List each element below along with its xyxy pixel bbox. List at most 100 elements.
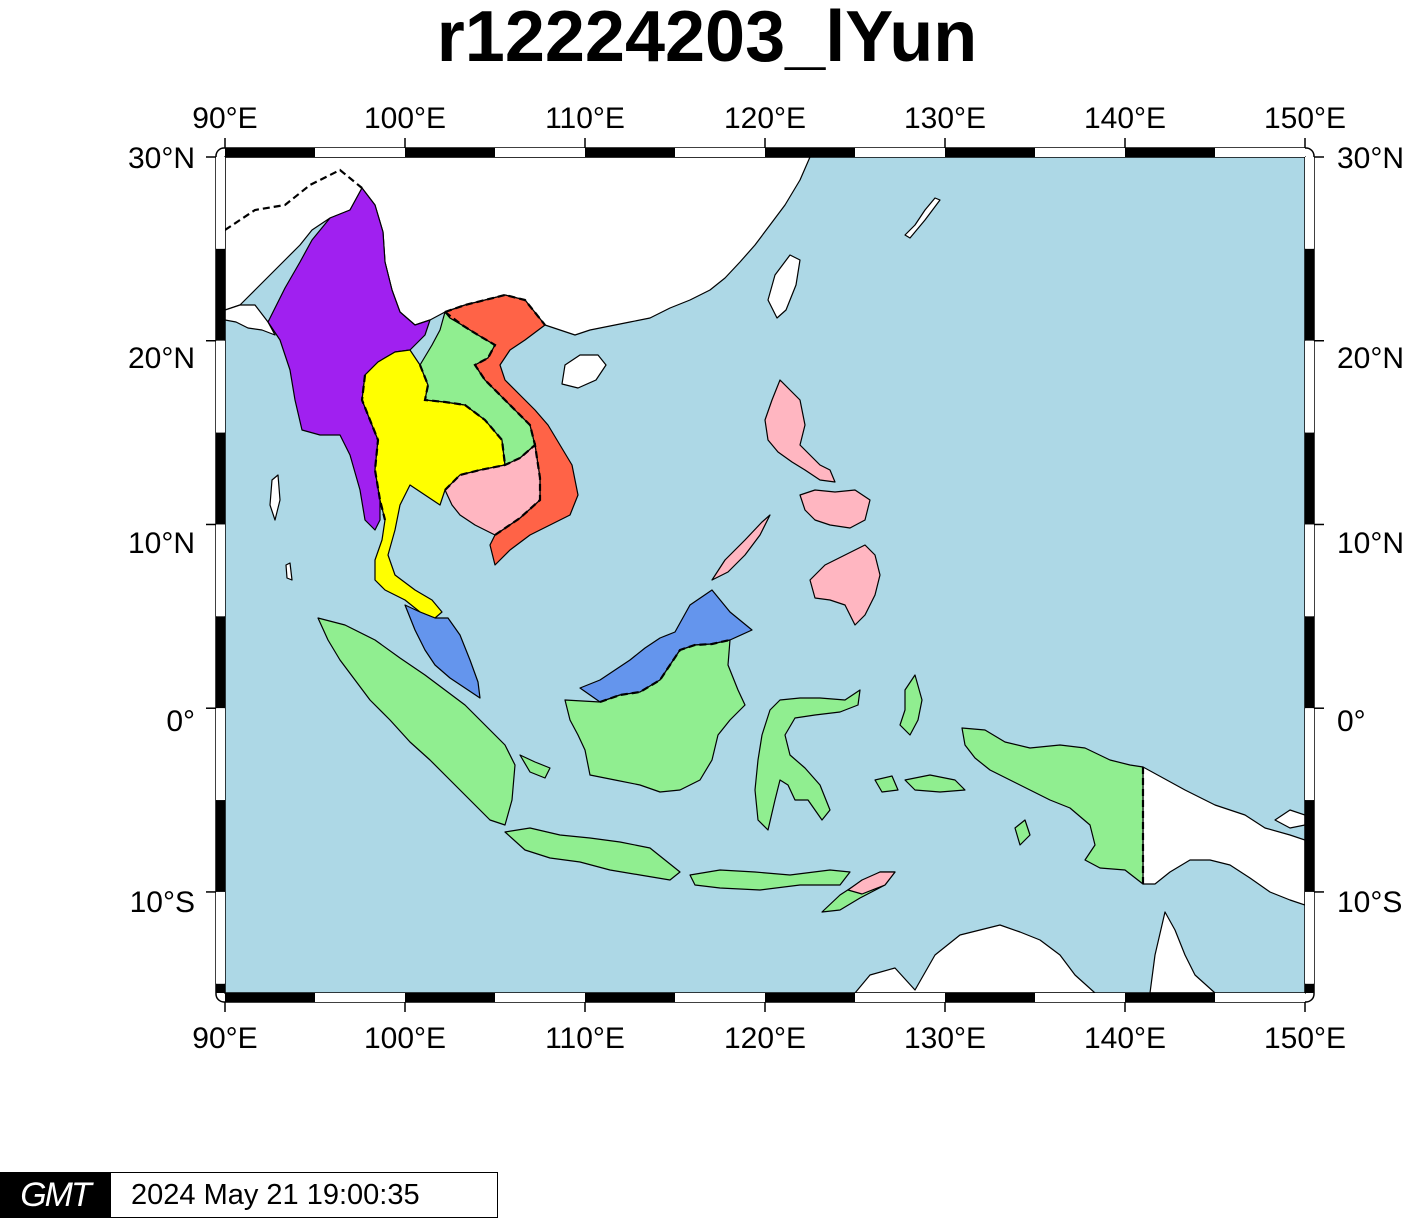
frame-bar-segment [1305,248,1314,341]
land-nicobar [285,562,293,581]
land-bismarck [1274,809,1305,829]
land-cape-york [1149,911,1216,993]
lon-label: 100°E [364,1022,446,1055]
lat-label: 10°S [1337,886,1402,919]
land-australia [854,924,1096,993]
frame-scale-bars-horizontal [225,148,1305,1002]
lon-label: 90°E [192,1022,257,1055]
lat-label: 0° [1337,705,1366,738]
land-myanmar [267,187,431,531]
lat-label: 0° [166,705,195,738]
land-andaman [269,474,281,521]
frame-bar-segment [1305,524,1314,617]
land-ryukyu [904,197,941,239]
frame-bar-segment [585,993,675,1002]
frame-bar-segment [216,248,225,341]
frame-bar-segment [216,157,225,249]
frame-bar-segment [1305,157,1314,249]
frame-bar-segment [945,148,1035,157]
frame-bar-segment [1035,993,1125,1002]
frame-bar-segment [675,993,765,1002]
frame-bar-segment [216,891,225,984]
land-buru [874,775,899,793]
frame-bar-segment [216,432,225,525]
lat-label: 30°N [1337,142,1404,175]
frame-bar-segment [765,148,855,157]
lon-label: 150°E [1264,1022,1346,1055]
lon-label: 140°E [1084,102,1166,135]
land-lesser-sunda [689,869,851,891]
land-visayas [799,489,871,529]
lat-label: 10°N [1337,527,1404,560]
map-title: r12224203_lYun [436,0,978,77]
timestamp-box: 2024 May 21 19:00:35 [110,1172,498,1218]
lat-label: 20°N [1337,342,1404,375]
frame-bar-segment [405,993,495,1002]
border-cambodia [444,442,542,536]
lat-label: 10°S [130,886,195,919]
gmt-logo: GMT [0,1172,110,1218]
lon-label: 130°E [904,102,986,135]
frame-bar-segment [585,148,675,157]
frame-bar-segment [495,148,585,157]
lat-labels-left: 30°N 20°N 10°N 0° 10°S [128,142,195,919]
lon-label: 150°E [1264,102,1346,135]
border-thailand-myanmar [360,374,387,521]
border-vietnam-laos [444,311,537,446]
land-timor-leste [847,871,896,895]
lon-label: 140°E [1084,1022,1166,1055]
frame-bar-segment [855,148,945,157]
lon-labels-top: 90°E 100°E 110°E 120°E 130°E 140°E 150°E [192,102,1346,135]
frame-bar-segment [1305,432,1314,525]
land-sumatra [317,617,516,826]
land-luzon [764,379,836,483]
frame-bar-segment [315,993,405,1002]
lat-label: 10°N [128,527,195,560]
frame-bar-segment [1035,148,1125,157]
land-malaysia-peninsula [404,604,481,699]
frame-bar-segment [1305,983,1314,993]
border-malaysia-indonesia [599,638,731,704]
frame-bar-segment [675,148,765,157]
frame-bar-segment [225,148,315,157]
lon-label: 110°E [545,1022,625,1055]
frame-bar-segment [225,993,315,1002]
land-kalimantan [564,639,746,793]
lat-label: 30°N [128,142,195,175]
land-flores-east [1014,819,1031,846]
lon-label: 110°E [545,102,625,135]
frame-bar-segment [945,993,1035,1002]
border-china-vietnam [444,293,546,326]
land-taiwan [767,254,801,319]
lat-labels-right: 30°N 20°N 10°N 0° 10°S [1337,142,1404,919]
frame-bar-segment [216,800,225,892]
land-seram [904,774,966,793]
frame-bar-segment [216,524,225,617]
frame-bar-segment [495,993,585,1002]
frame-bar-segment [315,148,405,157]
border-laos-thailand [418,364,507,466]
land-halmahera [899,674,923,736]
frame-bar-segment [216,708,225,801]
frame-bar-segment [1215,148,1305,157]
lat-label: 20°N [128,342,195,375]
frame-bar-segment [1305,340,1314,433]
frame-bar-segment [216,616,225,709]
land-palawan [711,514,771,581]
frame-scale-bars-vertical [216,157,1314,993]
land-india [225,304,276,336]
land-mindanao [809,544,881,626]
land-papua-new-guinea [1142,766,1305,906]
frame-bar-segment [1125,993,1215,1002]
lon-labels-bottom: 90°E 100°E 110°E 120°E 130°E 140°E 150°E [192,1022,1346,1055]
frame-bar-segment [405,148,495,157]
frame-bar-segment [216,983,225,993]
lon-label: 130°E [904,1022,986,1055]
land-java [504,827,681,881]
frame-bar-segment [855,993,945,1002]
frame-bar-segment [216,340,225,433]
frame-bar-segment [1215,993,1305,1002]
lon-label: 120°E [724,102,806,135]
frame-bar-segment [1305,800,1314,892]
